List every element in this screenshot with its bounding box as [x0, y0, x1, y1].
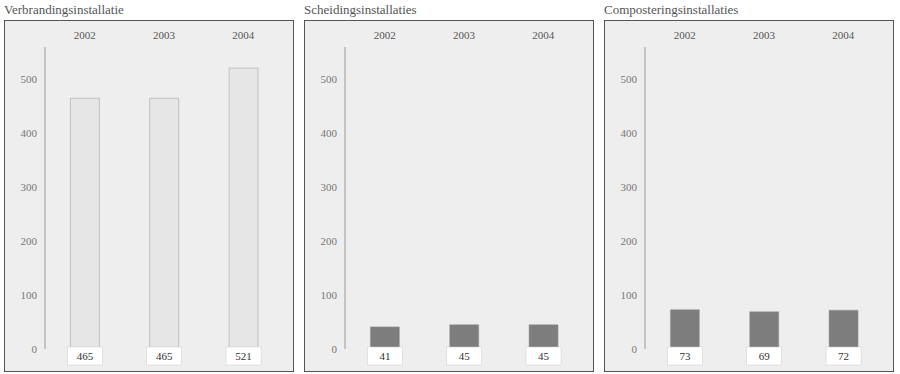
- svg-text:0: 0: [332, 343, 338, 355]
- svg-text:100: 100: [21, 289, 38, 301]
- svg-text:465: 465: [156, 350, 173, 362]
- svg-text:2002: 2002: [674, 29, 696, 41]
- svg-text:200: 200: [21, 235, 38, 247]
- svg-text:2002: 2002: [374, 29, 396, 41]
- svg-text:2003: 2003: [753, 29, 776, 41]
- svg-text:300: 300: [321, 181, 338, 193]
- svg-text:2004: 2004: [832, 29, 855, 41]
- svg-text:73: 73: [679, 350, 691, 362]
- svg-text:465: 465: [77, 350, 94, 362]
- svg-text:100: 100: [321, 289, 338, 301]
- svg-text:41: 41: [379, 350, 390, 362]
- svg-text:200: 200: [321, 235, 338, 247]
- svg-text:500: 500: [321, 73, 338, 85]
- svg-text:0: 0: [32, 343, 38, 355]
- svg-text:300: 300: [621, 181, 638, 193]
- svg-text:2004: 2004: [532, 29, 555, 41]
- svg-text:0: 0: [632, 343, 638, 355]
- svg-text:200: 200: [621, 235, 638, 247]
- svg-text:500: 500: [621, 73, 638, 85]
- svg-text:400: 400: [321, 127, 338, 139]
- svg-text:400: 400: [21, 127, 38, 139]
- svg-text:400: 400: [621, 127, 638, 139]
- svg-text:2002: 2002: [74, 29, 96, 41]
- svg-text:2003: 2003: [453, 29, 476, 41]
- svg-text:45: 45: [538, 350, 550, 362]
- svg-text:45: 45: [459, 350, 471, 362]
- svg-text:2004: 2004: [232, 29, 255, 41]
- svg-text:521: 521: [235, 350, 252, 362]
- svg-text:100: 100: [621, 289, 638, 301]
- svg-text:72: 72: [838, 350, 849, 362]
- html-text:Scheidingsinstallaties: Scheidingsinstallaties: [304, 2, 417, 17]
- svg-text:2003: 2003: [153, 29, 176, 41]
- html-text:Composteringsinstallaties: Composteringsinstallaties: [604, 2, 739, 17]
- svg-text:300: 300: [21, 181, 38, 193]
- html-text:Verbrandingsinstallatie: Verbrandingsinstallatie: [4, 2, 124, 17]
- svg-text:500: 500: [21, 73, 38, 85]
- svg-text:69: 69: [759, 350, 771, 362]
